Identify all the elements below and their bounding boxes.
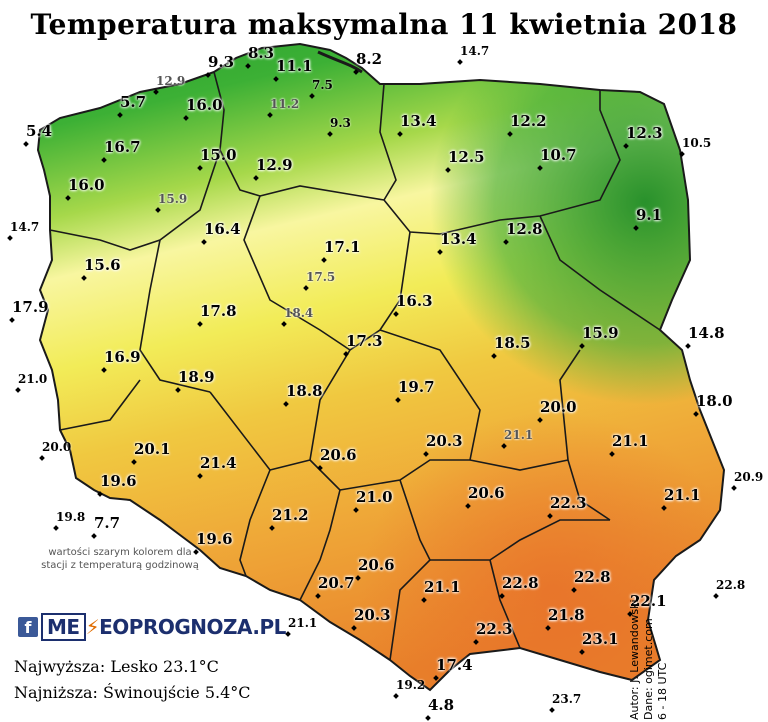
station-value: 18.0 — [696, 392, 733, 410]
station-value: 17.5 — [306, 270, 336, 284]
station-value: 16.7 — [104, 138, 141, 156]
station-value: 14.7 — [10, 220, 40, 234]
station-value: 19.2 — [396, 678, 426, 692]
lowest-temp: Najniższa: Świnoujście 5.4°C — [14, 683, 251, 702]
station-value: 22.3 — [550, 494, 587, 512]
station-value: 21.1 — [664, 486, 701, 504]
station-value: 20.3 — [354, 606, 391, 624]
credit-time-range: 6 - 18 UTC — [656, 662, 669, 720]
station-value: 11.1 — [276, 57, 313, 75]
extremes-summary: Najwyższa: Lesko 23.1°C Najniższa: Świno… — [14, 654, 251, 706]
station-value: 12.2 — [510, 112, 547, 130]
station-value: 21.4 — [200, 454, 237, 472]
station-value: 7.7 — [94, 514, 121, 532]
station-value: 12.9 — [156, 74, 186, 88]
station-value: 5.4 — [26, 122, 53, 140]
station-value: 16.3 — [396, 292, 433, 310]
station-value: 15.6 — [84, 256, 121, 274]
meteoprognoza-logo[interactable]: f ME ⚡EOPROGNOZA.PL — [18, 613, 286, 641]
station-value: 17.4 — [436, 656, 473, 674]
station-value: 15.9 — [158, 192, 188, 206]
station-value: 20.3 — [426, 432, 463, 450]
station-value: 18.9 — [178, 368, 215, 386]
station-value: 21.1 — [424, 578, 461, 596]
station-value: 18.4 — [284, 306, 314, 320]
station-value: 10.7 — [540, 146, 577, 164]
station-value: 17.8 — [200, 302, 237, 320]
station-value: 21.0 — [356, 488, 393, 506]
station-value: 8.2 — [356, 50, 383, 68]
station-value: 9.3 — [330, 116, 351, 130]
station-value: 21.1 — [288, 616, 318, 630]
credits-block: Autor: J. Lewandowski Dane: ogimet.com 6… — [628, 570, 670, 720]
station-value: 13.4 — [400, 112, 437, 130]
station-value: 13.4 — [440, 230, 477, 248]
station-value: 17.1 — [324, 238, 361, 256]
station-value: 9.1 — [636, 206, 663, 224]
facebook-icon[interactable]: f — [18, 617, 38, 637]
station-value: 23.1 — [582, 630, 619, 648]
station-value: 19.8 — [56, 510, 86, 524]
station-value: 4.8 — [428, 696, 455, 714]
station-value: 17.3 — [346, 332, 383, 350]
station-value: 21.1 — [612, 432, 649, 450]
station-value: 12.3 — [626, 124, 663, 142]
station-value: 14.7 — [460, 44, 490, 58]
station-value: 14.8 — [688, 324, 725, 342]
station-value: 16.9 — [104, 348, 141, 366]
station-value: 23.7 — [552, 692, 582, 706]
station-value: 20.0 — [42, 440, 72, 454]
credit-data-source: Dane: ogimet.com — [642, 618, 655, 720]
station-value: 16.0 — [186, 96, 223, 114]
station-value: 21.2 — [272, 506, 309, 524]
station-value: 19.6 — [100, 472, 137, 490]
station-value: 20.7 — [318, 574, 355, 592]
station-value: 20.9 — [734, 470, 764, 484]
logo-text-part-b: EOPROGNOZA.PL — [99, 615, 286, 639]
station-value: 11.2 — [270, 97, 300, 111]
station-value: 9.3 — [208, 53, 235, 71]
credit-author: Autor: J. Lewandowski — [628, 599, 641, 720]
station-value: 20.6 — [358, 556, 395, 574]
station-value: 20.6 — [320, 446, 357, 464]
station-value: 12.8 — [506, 220, 543, 238]
station-value: 12.9 — [256, 156, 293, 174]
station-value: 20.6 — [468, 484, 505, 502]
station-value: 21.0 — [18, 372, 48, 386]
station-value: 22.8 — [502, 574, 539, 592]
logo-text-part-a: ME — [41, 613, 86, 641]
station-value: 17.9 — [12, 298, 49, 316]
gray-values-note: wartości szarym kolorem dla stacji z tem… — [41, 547, 199, 571]
station-value: 12.5 — [448, 148, 485, 166]
station-value: 16.4 — [204, 220, 241, 238]
station-value: 7.5 — [312, 78, 333, 92]
station-value: 18.8 — [286, 382, 323, 400]
station-value: 8.3 — [248, 44, 275, 62]
lightning-icon: ⚡ — [85, 615, 100, 639]
station-value: 20.1 — [134, 440, 171, 458]
station-value: 20.0 — [540, 398, 577, 416]
station-value: 5.7 — [120, 93, 147, 111]
highest-temp: Najwyższa: Lesko 23.1°C — [14, 657, 219, 676]
station-value: 19.7 — [398, 378, 435, 396]
station-value: 10.5 — [682, 136, 712, 150]
station-value: 15.9 — [582, 324, 619, 342]
logo-text: ME ⚡EOPROGNOZA.PL — [41, 613, 286, 641]
station-value: 22.8 — [574, 568, 611, 586]
station-value: 22.8 — [716, 578, 746, 592]
station-value: 22.3 — [476, 620, 513, 638]
station-value: 19.6 — [196, 530, 233, 548]
station-value: 21.1 — [504, 428, 534, 442]
station-value: 15.0 — [200, 146, 237, 164]
station-value: 16.0 — [68, 176, 105, 194]
station-value: 18.5 — [494, 334, 531, 352]
map-title: Temperatura maksymalna 11 kwietnia 2018 — [30, 8, 738, 41]
station-value: 21.8 — [548, 606, 585, 624]
station-value: 22.1 — [630, 592, 667, 610]
